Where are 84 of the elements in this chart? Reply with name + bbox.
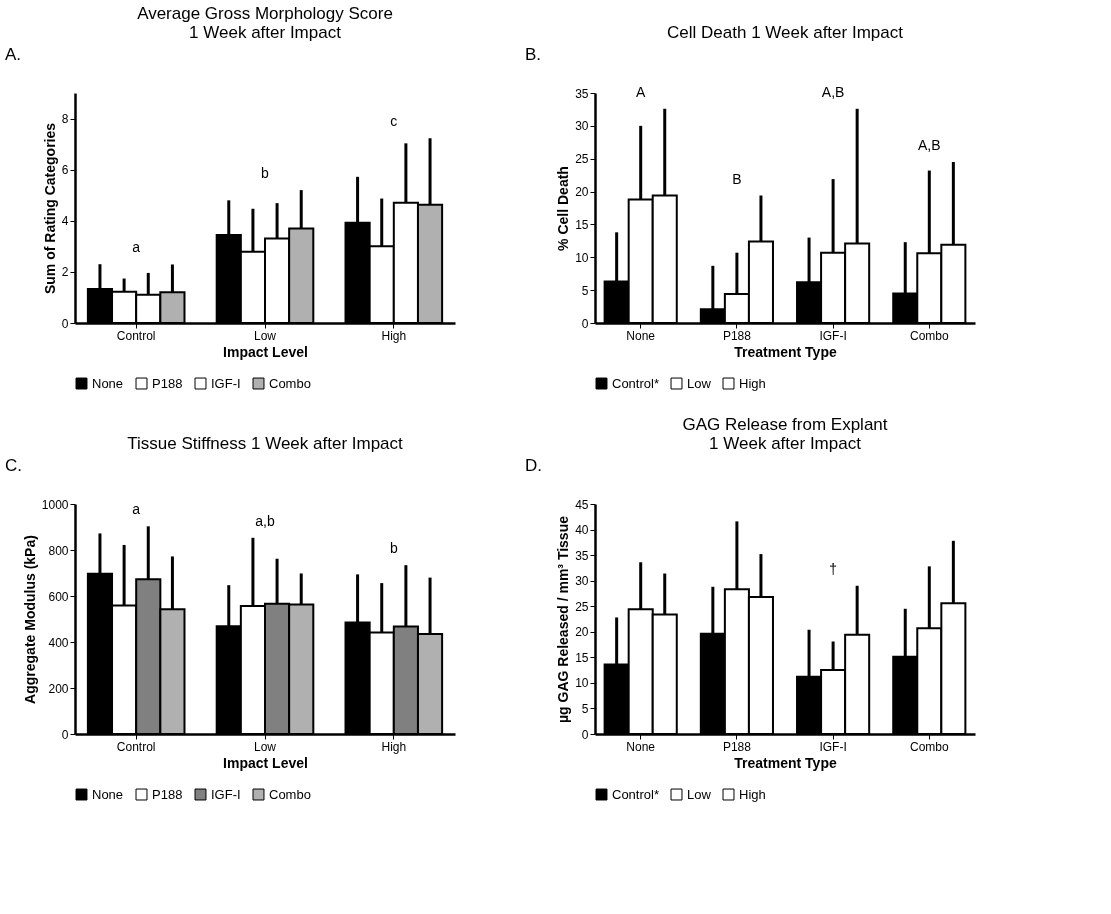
annotation: a [132,501,141,518]
y-tick-label: 10 [575,676,589,691]
legend-label: Combo [269,375,311,391]
annotation: A,B [821,83,845,100]
y-tick-label: 20 [575,625,589,640]
legend-label: Control* [612,375,659,391]
y-tick-label: 0 [581,727,589,742]
text: B. [525,45,542,64]
x-axis-title: Impact Level [223,343,308,360]
legend-label: Low [687,786,712,802]
y-tick-label: 35 [575,86,589,101]
x-tick-label: Combo [909,739,949,754]
legend-label: High [739,786,766,802]
y-tick-label: 8 [61,112,69,127]
y-tick-label: 30 [575,574,589,589]
y-axis-title: Sum of Rating Categories [41,122,58,295]
y-tick-label: 0 [581,316,589,331]
annotation: B [732,170,742,187]
legend-label: Control* [612,786,659,802]
annotation: A [636,83,647,100]
legend-label: P188 [152,786,183,802]
legend-label: None [92,786,124,802]
x-axis-title: Treatment Type [734,754,837,771]
y-tick-label: 25 [575,599,589,614]
x-axis-title: Treatment Type [734,343,837,360]
x-tick-label: Low [253,328,277,343]
annotation: † [829,560,837,577]
legend-label: Low [687,375,712,391]
y-axis-title: % Cell Death [555,166,572,251]
y-axis-title: µg GAG Released / mm³ Tissue [555,515,572,723]
legend-label: Combo [269,786,311,802]
legend-label: High [739,375,766,391]
y-tick-label: 5 [581,701,589,716]
chart-title: Tissue Stiffness 1 Week after Impact [127,434,404,453]
x-tick-label: IGF-I [819,739,847,754]
legend-label: None [92,375,124,391]
y-tick-label: 5 [581,283,589,298]
y-tick-label: 10 [575,250,589,265]
y-tick-label: 1000 [41,497,69,512]
text: D. [525,456,542,475]
chart-title: GAG Release from Explant 1 Week after Impact [682,415,888,453]
x-tick-label: P188 [722,739,752,754]
y-tick-label: 200 [48,681,69,696]
x-tick-label: High [381,739,407,754]
y-tick-label: 6 [61,163,69,178]
text: A. [5,45,22,64]
x-tick-label: P188 [722,328,752,343]
y-tick-label: 600 [48,589,69,604]
annotation: c [390,113,398,130]
x-tick-label: None [626,739,656,754]
x-tick-label: Combo [909,328,949,343]
text: C. [5,456,22,475]
x-tick-label: Low [253,739,277,754]
annotation: b [261,165,270,182]
y-tick-label: 800 [48,543,69,558]
y-tick-label: 30 [575,119,589,134]
y-tick-label: 35 [575,548,589,563]
y-axis-title: Aggregate Modulus (kPa) [21,535,38,704]
y-tick-label: 25 [575,152,589,167]
x-tick-label: High [381,328,407,343]
x-tick-label: IGF-I [819,328,847,343]
annotation: a [132,239,141,256]
x-tick-label: Control [116,328,156,343]
y-tick-label: 4 [61,214,69,229]
annotation: A,B [918,137,941,153]
y-tick-label: 45 [575,497,589,512]
y-tick-label: 0 [61,727,69,742]
chart-title: Cell Death 1 Week after Impact [667,23,904,42]
y-tick-label: 2 [61,265,69,280]
y-tick-label: 15 [575,650,589,665]
legend-label: P188 [152,375,183,391]
y-tick-label: 20 [575,185,589,200]
legend-label: IGF-I [211,375,241,391]
x-axis-title: Impact Level [223,754,308,771]
annotation: b [389,540,398,557]
y-tick-label: 15 [575,217,589,232]
x-tick-label: None [626,328,656,343]
legend-label: IGF-I [211,786,241,802]
y-tick-label: 400 [48,635,69,650]
y-tick-label: 40 [575,523,589,538]
chart-title: Average Gross Morphology Score 1 Week after Impact [137,4,393,42]
annotation: a,b [255,512,275,529]
y-tick-label: 0 [61,316,69,331]
x-tick-label: Control [116,739,156,754]
